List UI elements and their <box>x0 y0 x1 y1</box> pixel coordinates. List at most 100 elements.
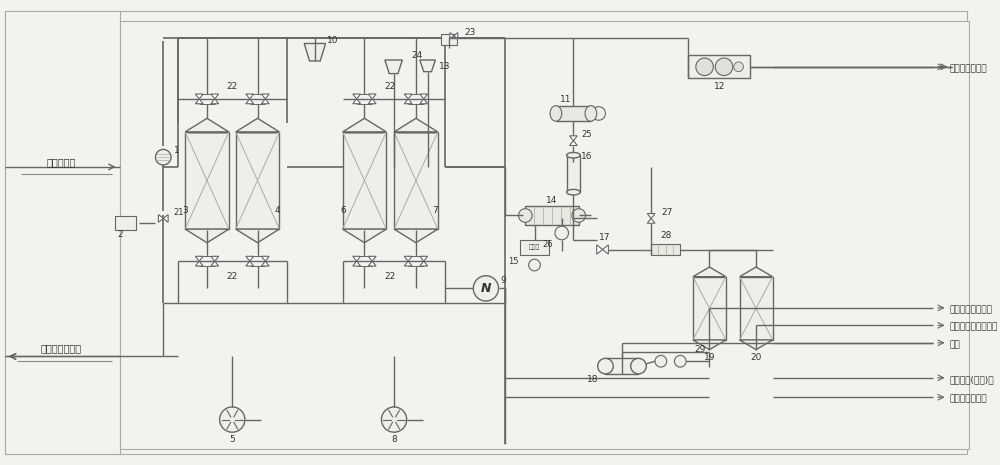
Polygon shape <box>246 94 254 99</box>
Text: 16: 16 <box>581 152 593 161</box>
Circle shape <box>518 209 532 222</box>
Text: 脱水脱汞(脱烃)气: 脱水脱汞(脱烃)气 <box>949 375 994 384</box>
Polygon shape <box>420 256 428 261</box>
Polygon shape <box>211 94 219 99</box>
Text: 氮气: 氮气 <box>949 340 960 349</box>
Text: 闪蒸气至放空系统: 闪蒸气至放空系统 <box>949 305 992 314</box>
Text: 3: 3 <box>183 206 188 215</box>
Circle shape <box>555 226 569 240</box>
Ellipse shape <box>598 359 613 374</box>
Text: 25: 25 <box>582 130 592 140</box>
Circle shape <box>572 209 586 222</box>
Polygon shape <box>420 99 428 104</box>
Polygon shape <box>740 340 773 350</box>
Ellipse shape <box>567 189 580 195</box>
Text: 28: 28 <box>660 232 671 240</box>
Circle shape <box>220 407 245 432</box>
Ellipse shape <box>567 153 580 158</box>
Polygon shape <box>394 118 438 132</box>
Text: 18: 18 <box>587 375 599 384</box>
Text: 15: 15 <box>508 257 518 266</box>
Polygon shape <box>693 267 726 277</box>
Polygon shape <box>343 118 386 132</box>
Text: 中间罐: 中间罐 <box>529 245 540 250</box>
Polygon shape <box>404 99 412 104</box>
Bar <box>441 34 457 46</box>
Text: 14: 14 <box>546 196 558 206</box>
Text: 5: 5 <box>229 434 235 444</box>
Ellipse shape <box>585 106 597 121</box>
Polygon shape <box>404 261 412 266</box>
Polygon shape <box>353 261 361 266</box>
Polygon shape <box>195 256 203 261</box>
Polygon shape <box>569 136 577 140</box>
Bar <box>120 21 969 449</box>
Polygon shape <box>261 261 269 266</box>
Polygon shape <box>740 267 773 277</box>
Bar <box>394 132 438 229</box>
Circle shape <box>696 58 713 75</box>
Text: 24: 24 <box>411 51 423 60</box>
Polygon shape <box>404 94 412 99</box>
Text: 12: 12 <box>713 82 725 91</box>
Polygon shape <box>195 94 203 99</box>
Circle shape <box>655 355 667 367</box>
Polygon shape <box>597 245 603 254</box>
Text: 含汞原料气: 含汞原料气 <box>47 157 76 167</box>
Circle shape <box>674 355 686 367</box>
Polygon shape <box>185 118 229 132</box>
Polygon shape <box>353 99 361 104</box>
Bar <box>115 217 136 230</box>
Polygon shape <box>158 214 163 222</box>
Text: 27: 27 <box>661 208 672 217</box>
Bar <box>5 12 120 453</box>
Text: 凝液至凝液处理装置: 凝液至凝液处理装置 <box>949 323 998 332</box>
Polygon shape <box>420 94 428 99</box>
Polygon shape <box>368 261 376 266</box>
Bar <box>525 206 579 225</box>
Polygon shape <box>304 44 326 61</box>
Polygon shape <box>211 256 219 261</box>
Polygon shape <box>450 33 454 39</box>
Polygon shape <box>236 229 279 243</box>
Bar <box>343 132 386 229</box>
Polygon shape <box>404 256 412 261</box>
Text: 23: 23 <box>465 28 476 37</box>
Circle shape <box>473 276 499 301</box>
Bar <box>740 277 773 340</box>
Text: 29: 29 <box>694 345 705 354</box>
Polygon shape <box>647 213 655 219</box>
Text: 脱水脱汞净化气: 脱水脱汞净化气 <box>949 395 987 404</box>
Text: 2: 2 <box>118 231 123 239</box>
Text: 22: 22 <box>385 272 396 281</box>
Polygon shape <box>420 261 428 266</box>
Circle shape <box>715 58 733 75</box>
Polygon shape <box>343 229 386 243</box>
Bar <box>520 240 549 255</box>
Text: 22: 22 <box>227 272 238 281</box>
Text: 8: 8 <box>391 434 397 444</box>
Text: 20: 20 <box>750 353 762 362</box>
Polygon shape <box>394 229 438 243</box>
Text: 9: 9 <box>501 276 506 285</box>
Circle shape <box>529 259 540 271</box>
Polygon shape <box>211 99 219 104</box>
Polygon shape <box>246 261 254 266</box>
Text: 污水至污水系统: 污水至污水系统 <box>41 344 82 354</box>
Bar <box>567 155 580 192</box>
Polygon shape <box>368 99 376 104</box>
Text: 4: 4 <box>274 206 280 215</box>
Polygon shape <box>163 214 168 222</box>
Polygon shape <box>385 60 402 73</box>
Polygon shape <box>246 99 254 104</box>
Text: 1: 1 <box>174 146 180 155</box>
Ellipse shape <box>631 359 646 374</box>
Polygon shape <box>261 94 269 99</box>
Text: 11: 11 <box>560 95 571 104</box>
Polygon shape <box>261 256 269 261</box>
Bar <box>651 244 680 255</box>
Text: 17: 17 <box>599 233 610 242</box>
Bar <box>605 359 638 374</box>
Text: 22: 22 <box>227 82 238 91</box>
Text: 7: 7 <box>433 206 438 215</box>
